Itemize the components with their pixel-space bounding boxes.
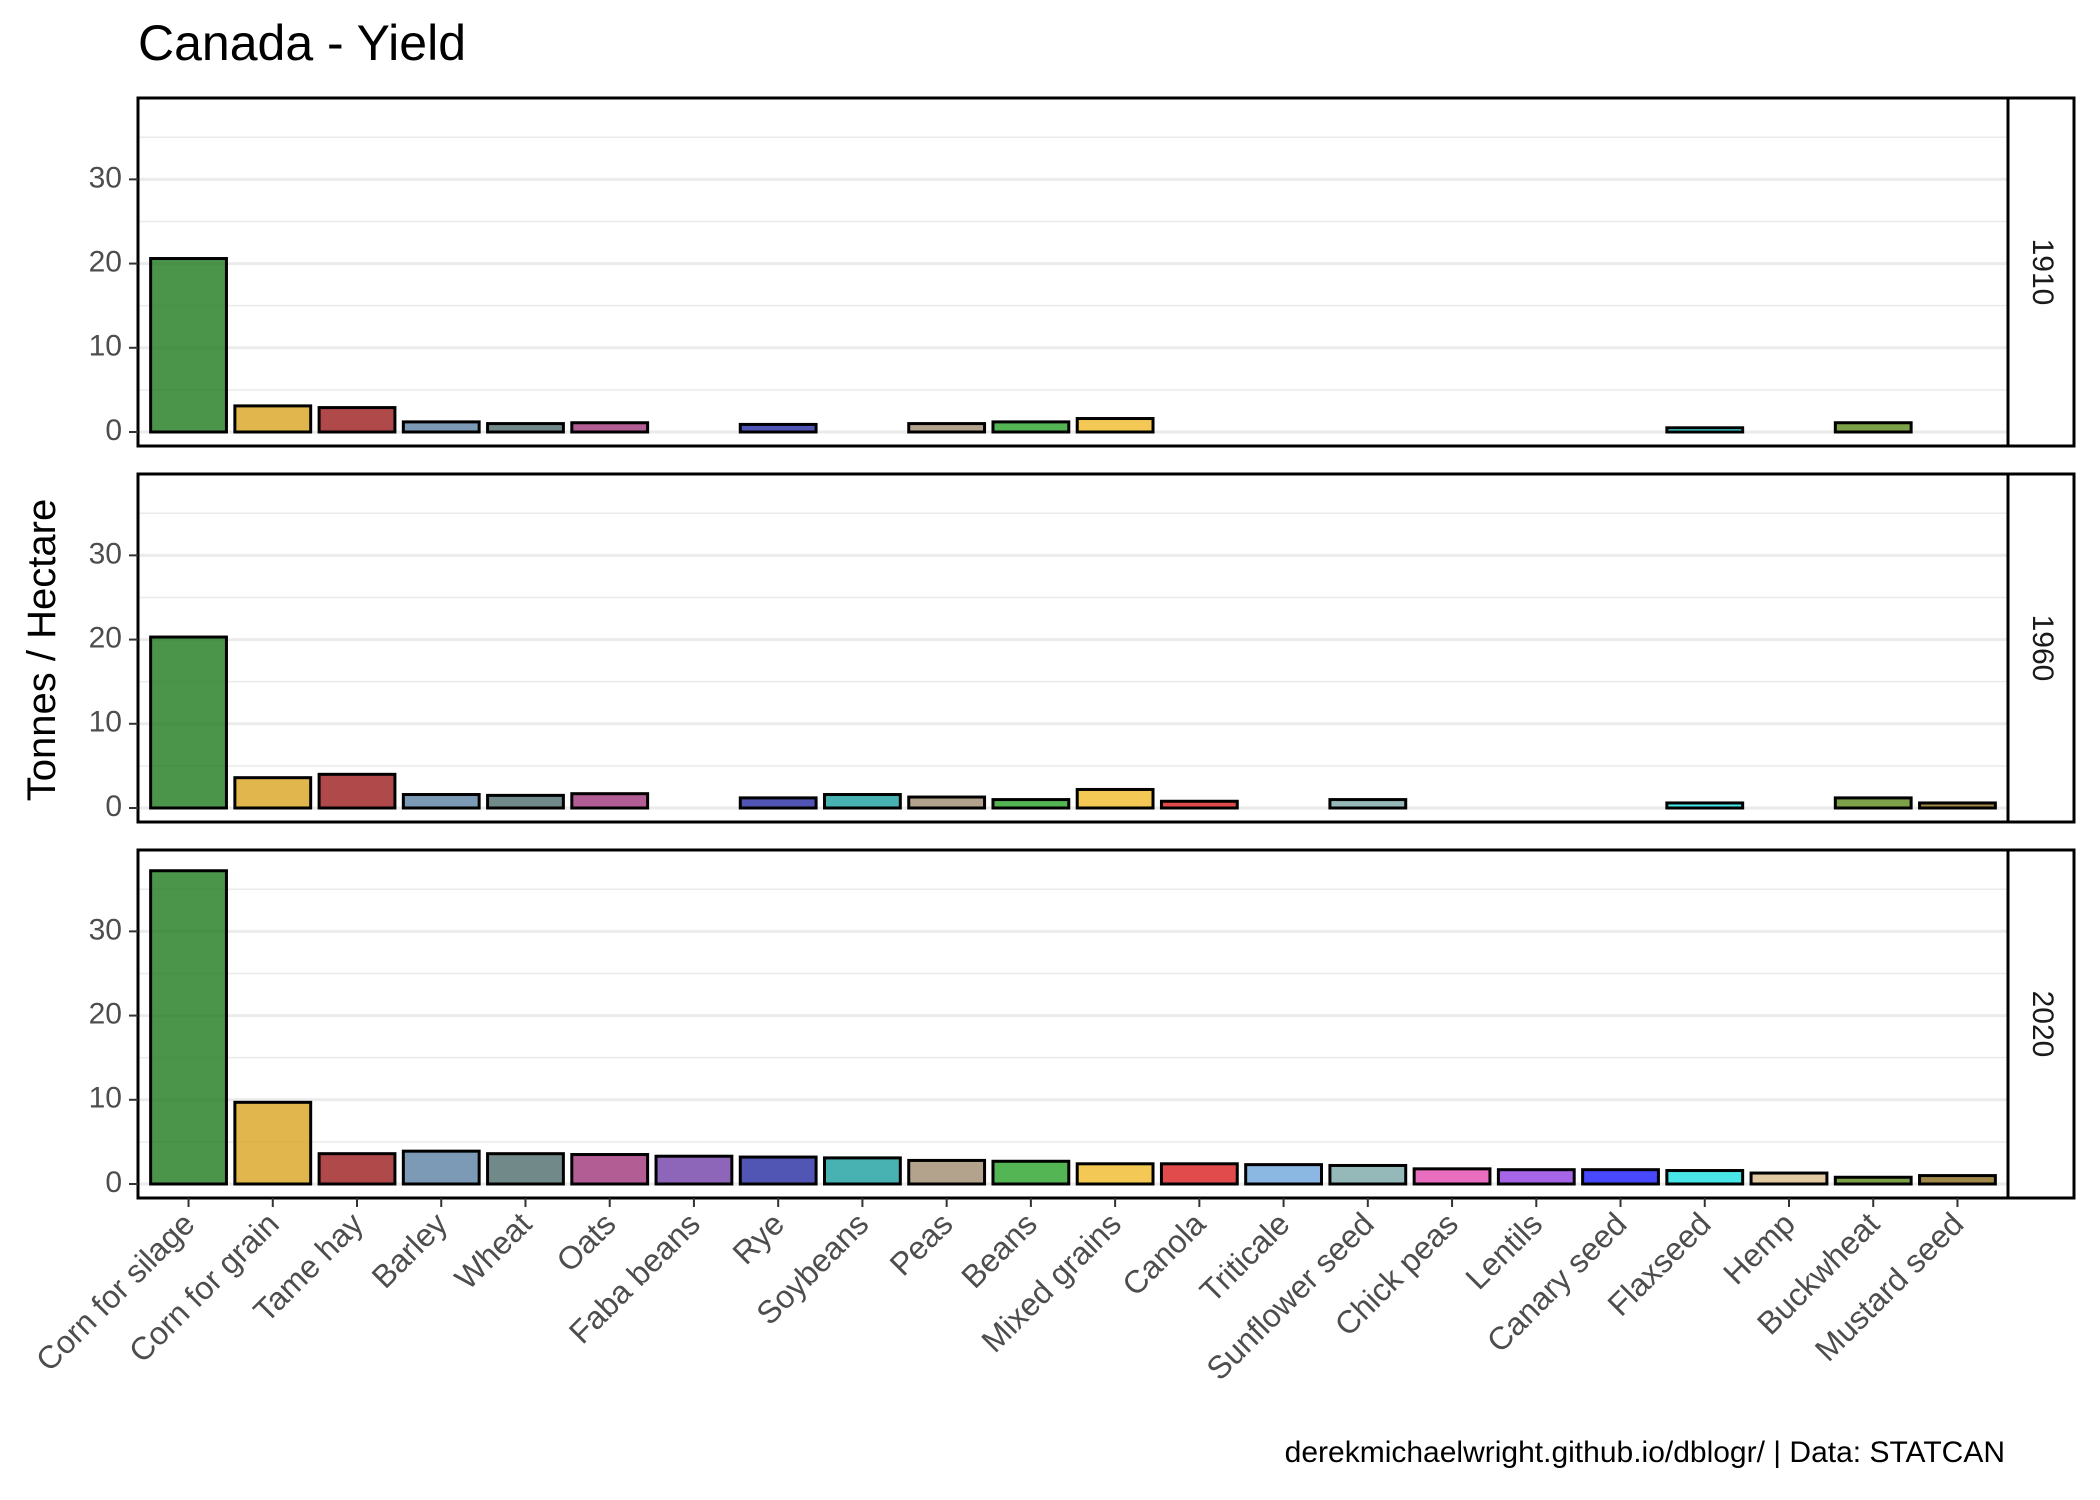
bar-2020-triticale — [1244, 1163, 1323, 1186]
y-tick-label: 10 — [89, 330, 122, 363]
bar-2020-hemp — [1749, 1171, 1829, 1186]
y-tick-label: 0 — [105, 1166, 122, 1199]
bar-1910-oats — [570, 421, 650, 434]
y-axis-label: Tonnes / Hectare — [20, 499, 64, 801]
bar-1960-soybeans — [823, 793, 902, 810]
bar-1960-wheat — [486, 793, 565, 810]
y-tick-label: 0 — [105, 790, 122, 823]
facet-panels: 1910 0 10 20 30 1960 0 10 20 30 2020 0 10 20 30 — [89, 96, 2076, 1200]
facet-strip-label: 1960 — [2026, 615, 2059, 682]
facet-strip — [2006, 848, 2076, 1200]
y-tick-label: 20 — [89, 246, 122, 279]
facet-strip-label: 2020 — [2026, 991, 2059, 1058]
bar-1910-barley — [401, 420, 481, 434]
bar-1960-beans — [991, 798, 1071, 810]
bar-2020-beans — [991, 1159, 1071, 1186]
x-tick-label: Corn for grain — [122, 1205, 286, 1369]
x-tick-label: Wheat — [448, 1205, 539, 1296]
facet-strip — [2006, 96, 2076, 448]
bar-1910-buckwheat — [1833, 421, 1913, 434]
bar-2020-mixed-grains — [1075, 1162, 1155, 1186]
panel-border — [136, 472, 2010, 824]
y-tick-label: 30 — [89, 161, 122, 194]
bar-1960-peas — [907, 795, 987, 810]
y-tick-label: 20 — [89, 998, 122, 1031]
chart-title: Canada - Yield — [138, 15, 466, 71]
y-tick-label: 20 — [89, 622, 122, 655]
bar-1910-peas — [907, 422, 987, 434]
bar-2020-oats — [570, 1153, 650, 1186]
y-tick-label: 30 — [89, 537, 122, 570]
bar-1960-tame-hay — [317, 772, 397, 810]
bar-1960-canola — [1159, 799, 1239, 810]
x-tick-label: Rye — [725, 1205, 791, 1271]
bar-1910-wheat — [486, 422, 565, 434]
bar-2020-faba-beans — [654, 1154, 734, 1186]
bar-2020-sunflower-seed — [1328, 1163, 1408, 1186]
bar-1960-flaxseed — [1665, 801, 1745, 810]
bar-1960-corn-for-grain — [233, 776, 313, 810]
bar-2020-corn-for-grain — [233, 1100, 313, 1186]
bar-1960-sunflower-seed — [1328, 798, 1408, 810]
bar-2020-mustard-seed — [1918, 1174, 1997, 1186]
bar-1960-corn-for-silage — [149, 635, 228, 810]
x-tick-label: Barley — [365, 1205, 455, 1295]
bar-1960-mustard-seed — [1918, 801, 1997, 810]
bar-2020-flaxseed — [1665, 1169, 1745, 1186]
panel-border — [136, 848, 2010, 1200]
panel-border — [136, 96, 2010, 448]
y-tick-label: 10 — [89, 706, 122, 739]
bar-1910-beans — [991, 420, 1071, 434]
bar-2020-barley — [401, 1149, 481, 1186]
bar-1910-flaxseed — [1665, 426, 1745, 434]
facet-strip — [2006, 472, 2076, 824]
facet-panel-1960: 1960 0 10 20 30 — [89, 472, 2076, 824]
bar-1910-corn-for-silage — [149, 257, 228, 434]
x-tick-label: Oats — [549, 1205, 622, 1278]
facet-strip-label: 1910 — [2026, 239, 2059, 306]
bar-1960-buckwheat — [1833, 796, 1913, 810]
bar-1960-mixed-grains — [1075, 787, 1155, 810]
bar-1910-corn-for-grain — [233, 404, 313, 434]
bar-2020-chick-peas — [1412, 1167, 1492, 1186]
bar-2020-corn-for-silage — [149, 869, 228, 1186]
x-tick-label: Peas — [883, 1205, 960, 1282]
bar-2020-buckwheat — [1833, 1175, 1913, 1186]
bar-1960-rye — [738, 796, 818, 810]
bar-1910-rye — [738, 422, 818, 434]
bar-2020-canola — [1159, 1162, 1239, 1186]
y-tick-label: 0 — [105, 414, 122, 447]
bar-2020-soybeans — [823, 1156, 902, 1186]
bar-2020-peas — [907, 1158, 987, 1186]
bar-2020-tame-hay — [317, 1152, 397, 1186]
facet-panel-2020: 2020 0 10 20 30 — [89, 848, 2076, 1200]
y-tick-label: 30 — [89, 913, 122, 946]
bar-1960-oats — [570, 792, 650, 810]
bar-1960-barley — [401, 793, 481, 810]
facet-panel-1910: 1910 0 10 20 30 — [89, 96, 2076, 448]
chart-caption: derekmichaelwright.github.io/dblogr/ | D… — [1285, 1436, 2005, 1469]
bar-2020-lentils — [1496, 1168, 1576, 1186]
bar-2020-wheat — [486, 1152, 565, 1186]
bar-2020-rye — [738, 1155, 818, 1186]
y-tick-label: 10 — [89, 1082, 122, 1115]
bar-1910-mixed-grains — [1075, 417, 1155, 434]
bar-2020-canary-seed — [1581, 1168, 1660, 1186]
bar-1910-tame-hay — [317, 406, 397, 434]
x-tick-label: Mustard seed — [1808, 1205, 1971, 1368]
